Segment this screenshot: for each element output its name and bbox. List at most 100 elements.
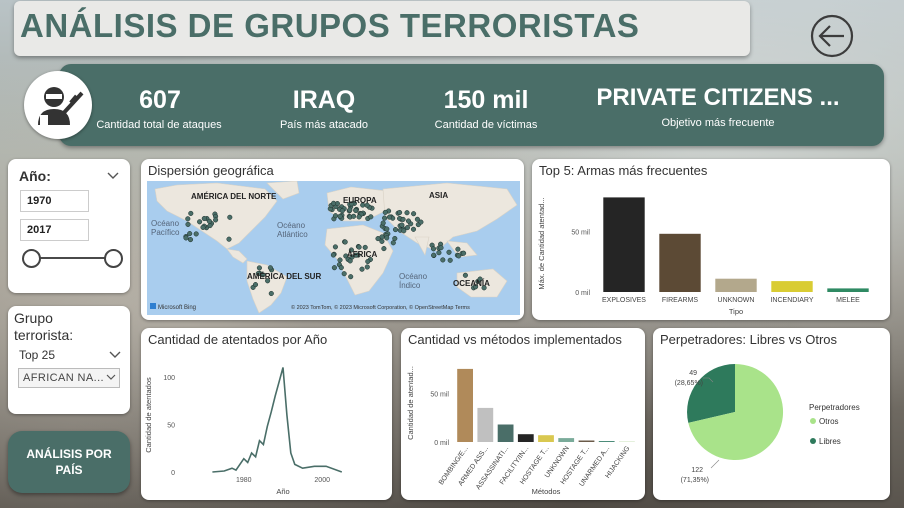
legend-item[interactable]: Otros [819,417,839,426]
map-point[interactable] [332,244,338,250]
bar[interactable] [619,441,635,443]
map-point[interactable] [404,225,410,231]
map-point[interactable] [197,219,203,225]
map-point[interactable] [410,226,417,232]
map-point[interactable] [183,235,189,241]
map-point[interactable] [342,239,348,245]
year-from-input[interactable] [20,190,89,212]
map-point[interactable] [481,285,487,291]
map-point[interactable] [330,252,336,258]
map-point[interactable] [349,201,355,207]
map-point[interactable] [386,214,393,220]
map-point[interactable] [268,290,274,297]
map-point[interactable] [347,258,353,264]
map-point[interactable] [399,222,405,228]
map-point[interactable] [353,207,359,214]
back-arrow-icon[interactable] [810,14,854,58]
map-point[interactable] [185,216,191,222]
chevron-down-icon[interactable] [106,171,120,181]
map-point[interactable] [418,219,424,225]
map-point[interactable] [341,271,347,277]
map-point[interactable] [473,284,479,290]
bar[interactable] [558,438,575,442]
bar[interactable] [578,440,595,443]
map-point[interactable] [201,215,207,222]
map-point[interactable] [392,227,399,233]
map-point[interactable] [265,278,271,284]
year-range-min-handle[interactable] [22,249,41,268]
map-point[interactable] [400,216,406,222]
map-point[interactable] [368,214,374,220]
map-point[interactable] [461,250,467,256]
map-point[interactable] [447,257,453,263]
bar[interactable] [598,441,615,442]
map-point[interactable] [337,257,343,263]
map-point[interactable] [252,282,259,288]
map-point[interactable] [382,215,388,221]
map-point[interactable] [456,253,462,259]
map-point[interactable] [401,228,407,234]
map-point[interactable] [436,250,442,256]
map-point[interactable] [364,264,370,270]
map-point[interactable] [384,235,390,241]
world-map[interactable]: AMÉRICA DEL NORTE EUROPAASIAOcéanoPacífic… [147,181,520,315]
map-point[interactable] [213,217,219,223]
bar[interactable] [457,368,473,442]
map-point[interactable] [379,238,385,244]
map-point[interactable] [356,244,362,250]
map-point[interactable] [356,214,362,220]
map-point[interactable] [332,213,339,219]
map-point[interactable] [207,223,213,229]
group-dropdown[interactable]: AFRICAN NA... [18,368,120,388]
map-point[interactable] [392,235,398,242]
bar[interactable] [827,288,869,292]
map-point[interactable] [405,218,412,224]
map-point[interactable] [193,231,199,237]
map-point[interactable] [382,209,388,215]
bar[interactable] [517,434,534,442]
map-point[interactable] [380,220,386,226]
map-point[interactable] [260,272,266,278]
legend-item[interactable]: Libres [819,437,841,446]
map-point[interactable] [200,224,206,230]
map-point[interactable] [256,265,262,271]
map-point[interactable] [431,252,437,258]
map-point[interactable] [338,265,344,271]
map-point[interactable] [331,265,337,271]
attacks-line-chart[interactable]: Cantidad de atentados 0 50 100 1980 2000 Año [141,350,392,498]
map-point[interactable] [267,265,273,271]
map-point[interactable] [446,249,452,255]
map-point[interactable] [365,258,371,265]
map-point[interactable] [397,209,403,216]
map-point[interactable] [337,213,343,219]
map-point[interactable] [430,246,437,252]
map-point[interactable] [375,236,381,242]
bar[interactable] [659,233,701,292]
bar[interactable] [538,435,554,442]
map-point[interactable] [414,216,420,222]
pie-slice-otros[interactable] [688,363,784,460]
map-point[interactable] [339,208,345,214]
map-point[interactable] [359,266,365,272]
map-point[interactable] [438,245,444,251]
map-attribution[interactable]: © 2023 TomTom, © 2023 Microsoft Corporat… [291,304,470,311]
map-point[interactable] [364,202,370,208]
map-point[interactable] [381,246,387,252]
map-point[interactable] [440,257,446,263]
map-point[interactable] [255,270,261,277]
attacks-line[interactable] [212,367,343,473]
bar[interactable] [497,424,514,443]
bar[interactable] [477,407,494,442]
map-point[interactable] [187,237,194,243]
map-point[interactable] [477,276,483,282]
map-point[interactable] [348,247,354,253]
map-point[interactable] [206,218,212,224]
year-to-input[interactable] [20,219,89,241]
bar[interactable] [603,197,645,292]
perpetrators-pie-chart[interactable]: 49 (28,65%) 122 (71,35%) Perpetradores Otros L… [653,350,890,498]
chevron-down-icon[interactable] [108,350,122,360]
map-point[interactable] [384,226,390,232]
pie-slice-libres[interactable] [687,364,735,423]
map-point[interactable] [348,274,354,280]
